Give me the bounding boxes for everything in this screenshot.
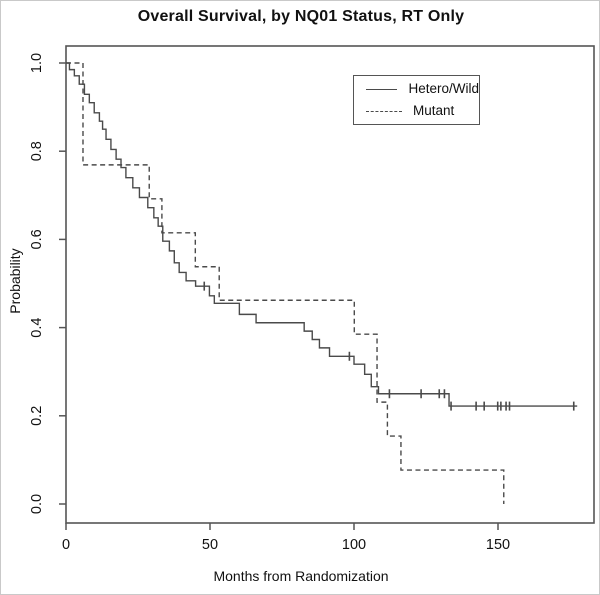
x-axis-label: Months from Randomization	[213, 568, 389, 584]
legend: Hetero/Wild Mutant	[353, 75, 480, 125]
y-tick-label: 0.2	[29, 406, 45, 426]
x-tick-label: 100	[342, 537, 366, 553]
y-axis-label: Probability	[7, 248, 23, 314]
y-tick-label: 0.4	[29, 318, 45, 338]
series-line-mutant	[66, 62, 505, 504]
legend-row-hetero-wild: Hetero/Wild	[354, 78, 479, 100]
plot-border	[65, 45, 595, 524]
x-tick-label: 150	[486, 537, 510, 553]
series-line-hetero-wild	[66, 62, 578, 407]
y-tick-label: 0.6	[29, 229, 45, 249]
y-tick-label: 0.8	[29, 141, 45, 161]
y-tick-label: 0.0	[29, 494, 45, 514]
x-tick-label: 0	[62, 537, 70, 553]
legend-label-mutant: Mutant	[413, 103, 455, 119]
legend-label-hetero-wild: Hetero/Wild	[408, 81, 479, 97]
legend-row-mutant: Mutant	[354, 100, 479, 122]
dashed-line-sample-icon	[366, 110, 402, 112]
solid-line-sample-icon	[366, 88, 398, 90]
x-tick-label: 50	[202, 537, 218, 553]
chart-title: Overall Survival, by NQ01 Status, RT Onl…	[137, 8, 465, 25]
y-tick-label: 1.0	[29, 53, 45, 73]
